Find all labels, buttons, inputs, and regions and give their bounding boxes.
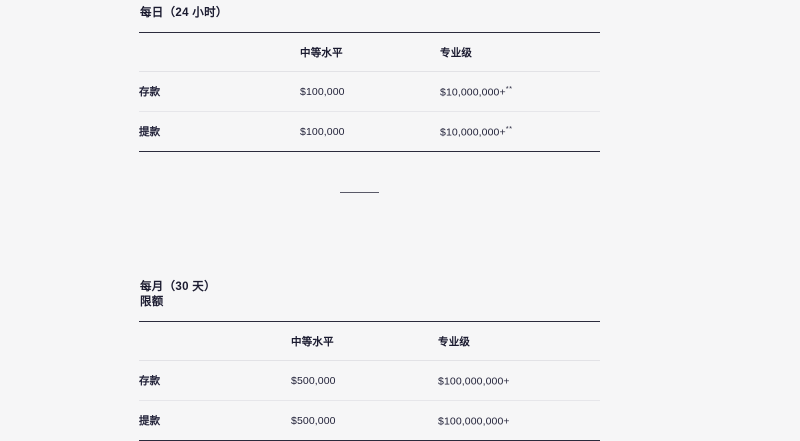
cell-withdrawal-pro: $100,000,000+ bbox=[438, 400, 600, 441]
column-header-pro: 专业级 bbox=[438, 321, 600, 361]
footnote-marker: ** bbox=[505, 124, 513, 134]
cell-value: $10,000,000+ bbox=[440, 86, 506, 99]
cell-withdrawal-mid: $100,000 bbox=[300, 111, 440, 152]
monthly-limits-table: 中等水平 专业级 存款 $500,000 $100,000,000+ 提款 $5… bbox=[139, 321, 600, 441]
column-header-mid: 中等水平 bbox=[300, 32, 440, 72]
daily-limits-table: 中等水平 专业级 存款 $100,000 $10,000,000+** 提款 $… bbox=[139, 32, 600, 152]
footnote-marker: ** bbox=[505, 84, 513, 94]
cell-deposit-mid: $100,000 bbox=[300, 71, 440, 112]
row-label-deposit: 存款 bbox=[139, 360, 291, 401]
table-row: 提款 $100,000 $10,000,000+** bbox=[139, 111, 600, 152]
row-label-withdrawal: 提款 bbox=[139, 400, 291, 441]
table-row: 提款 $500,000 $100,000,000+ bbox=[139, 400, 600, 441]
table-row: 存款 $500,000 $100,000,000+ bbox=[139, 360, 600, 401]
cell-deposit-pro: $100,000,000+ bbox=[438, 360, 600, 401]
cell-deposit-mid: $500,000 bbox=[291, 360, 438, 401]
daily-section-title: 每日（24 小时） bbox=[140, 7, 228, 19]
cell-withdrawal-mid: $500,000 bbox=[291, 400, 438, 441]
cell-value: $10,000,000+ bbox=[440, 126, 506, 139]
column-header-mid: 中等水平 bbox=[291, 321, 438, 361]
monthly-limits-section: 每月（30 天） 限额 中等水平 专业级 存款 $500,000 $100,00… bbox=[139, 280, 600, 441]
cell-deposit-pro: $10,000,000+** bbox=[440, 71, 600, 112]
column-header-pro: 专业级 bbox=[440, 32, 600, 72]
monthly-section-title: 每月（30 天） 限额 bbox=[140, 281, 216, 308]
section-divider bbox=[340, 192, 379, 193]
column-header-blank bbox=[139, 32, 300, 72]
table-header-row: 中等水平 专业级 bbox=[139, 32, 600, 72]
table-row: 存款 $100,000 $10,000,000+** bbox=[139, 71, 600, 112]
cell-value: $100,000,000+ bbox=[438, 415, 510, 428]
table-header-row: 中等水平 专业级 bbox=[139, 321, 600, 361]
column-header-blank bbox=[139, 321, 291, 361]
cell-value: $100,000,000+ bbox=[438, 375, 510, 388]
cell-withdrawal-pro: $10,000,000+** bbox=[440, 111, 600, 152]
row-label-withdrawal: 提款 bbox=[139, 111, 300, 152]
row-label-deposit: 存款 bbox=[139, 71, 300, 112]
daily-limits-section: 每日（24 小时） 中等水平 专业级 存款 $100,000 $10,000,0… bbox=[139, 6, 600, 152]
